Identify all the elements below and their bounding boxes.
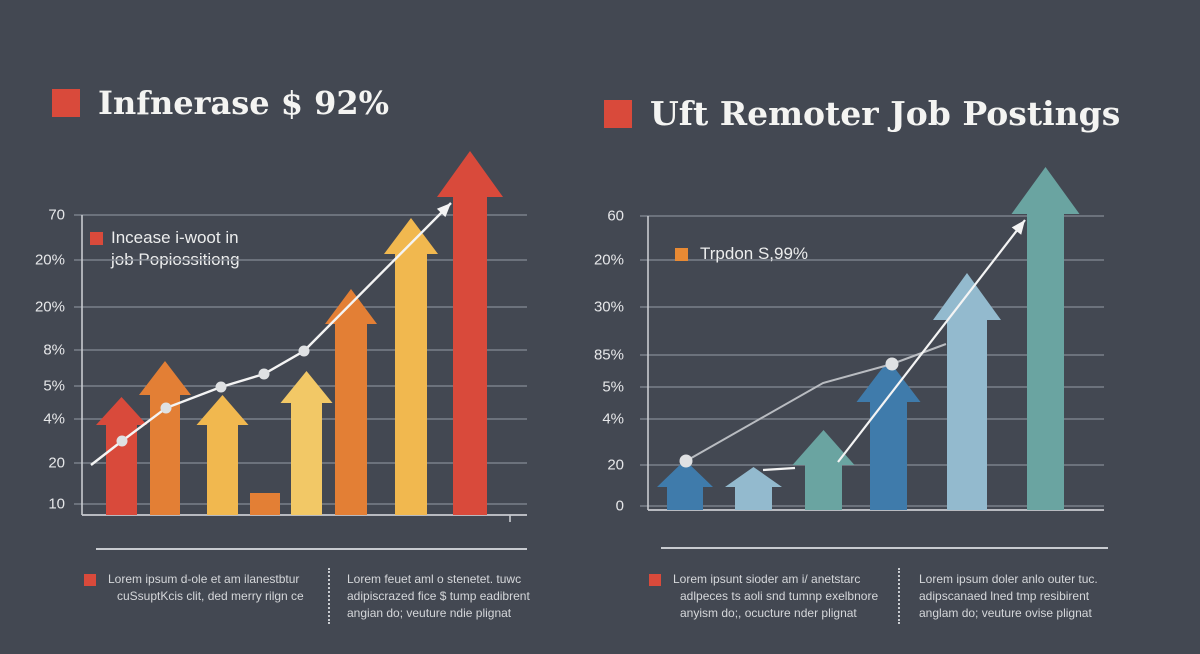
arrow-bar (933, 273, 1001, 510)
y-tick-label: 20% (593, 251, 624, 269)
left-title-text: Infnerase $ 92% (98, 84, 390, 122)
trend-line-grey (685, 343, 947, 462)
trend-arrowhead-icon (1011, 220, 1025, 235)
trend-marker (885, 357, 899, 371)
legend-swatch-icon (675, 248, 688, 261)
trend-marker (298, 345, 310, 357)
divider-dotted (898, 568, 900, 624)
arrow-bar (384, 218, 438, 515)
arrow-bar (196, 395, 249, 515)
y-tick-label: 20% (34, 251, 65, 269)
trend-marker (160, 402, 172, 414)
arrow-bar (96, 397, 147, 515)
y-tick-label: 85% (593, 346, 624, 364)
left-note-2: Lorem feuet aml o stenetet. tuwc adipisc… (347, 571, 530, 622)
arrow-bar (250, 493, 280, 515)
right-note-1-line3: anyism do;, ocucture nder plignat (680, 606, 857, 620)
arrow-bar (725, 467, 782, 510)
left-note-1-line1: Lorem ipsum d-ole et am ilanestbtur (108, 572, 300, 586)
divider-dotted (328, 568, 330, 624)
note-marker-icon (649, 574, 661, 586)
arrow-bar (280, 371, 333, 515)
right-title-text: Uft Remoter Job Postings (650, 94, 1121, 133)
title-marker-icon (52, 89, 80, 117)
legend-swatch-icon (90, 232, 103, 245)
left-note-1-line2: cuSsuptKcis clit, ded merry rilgn ce (117, 589, 304, 603)
y-tick-label: 0 (615, 497, 624, 515)
right-note-1-line1: Lorem ipsunt sioder am i/ anetstarc (673, 572, 861, 586)
y-tick-label: 4% (602, 410, 624, 428)
y-tick-label: 20 (48, 454, 65, 472)
y-tick-label: 70 (48, 206, 65, 224)
y-tick-label: 8% (43, 341, 65, 359)
trend-marker (258, 368, 270, 380)
y-tick-label: 20 (607, 456, 624, 474)
trend-marker (215, 381, 227, 393)
y-tick-label: 60 (607, 207, 624, 225)
arrow-bar (856, 360, 921, 510)
right-note-2-line2: adipscanaed lned tmp resibirent (919, 589, 1090, 603)
y-tick-label: 5% (43, 377, 65, 395)
arrow-bar (1011, 167, 1080, 510)
title-marker-icon (604, 99, 632, 128)
arrow-bar (657, 460, 713, 510)
left-note-2-line1: Lorem feuet aml o stenetet. tuwc (347, 572, 522, 586)
arrow-bar (325, 289, 377, 515)
right-note-2: Lorem ipsum doler anlo outer tuc. adipsc… (919, 571, 1098, 622)
left-note-2-line3: angian do; veuture ndie plignat (347, 606, 512, 620)
left-note-1: Lorem ipsum d-ole et am ilanestbtur cuSs… (84, 571, 304, 605)
y-tick-label: 20% (34, 298, 65, 316)
trend-arrowhead-icon (436, 203, 451, 218)
y-tick-label: 10 (48, 495, 65, 513)
right-note-2-line1: Lorem ipsum doler anlo outer tuc. (919, 572, 1098, 586)
y-tick-label: 4% (43, 410, 65, 428)
trend-marker (116, 435, 128, 447)
y-tick-label: 5% (602, 378, 624, 396)
arrow-bar (437, 151, 503, 515)
right-note-1: Lorem ipsunt sioder am i/ anetstarc adlp… (649, 571, 878, 622)
trend-line-white (837, 219, 1026, 463)
right-legend-line1: Trpdon S,99% (700, 244, 809, 263)
arrow-bar (139, 361, 191, 515)
right-note-2-line3: anglam do; veuture ovise plignat (919, 606, 1092, 620)
left-chart-title: Infnerase $ 92% (52, 84, 389, 122)
arrow-bar (792, 430, 855, 510)
right-chart-title: Uft Remoter Job Postings (604, 94, 1120, 133)
trend-line-white (762, 466, 796, 472)
left-legend-line1: Incease i-woot in (111, 228, 239, 247)
right-note-1-line2: adlpeces ts aoli snd tumnp exelbnore (680, 589, 879, 603)
right-legend: Trpdon S,99% (675, 243, 808, 265)
y-tick-label: 30% (593, 298, 624, 316)
trend-marker (679, 454, 693, 468)
note-marker-icon (84, 574, 96, 586)
left-note-2-line2: adipiscrazed fice $ tump eadibrent (347, 589, 530, 603)
